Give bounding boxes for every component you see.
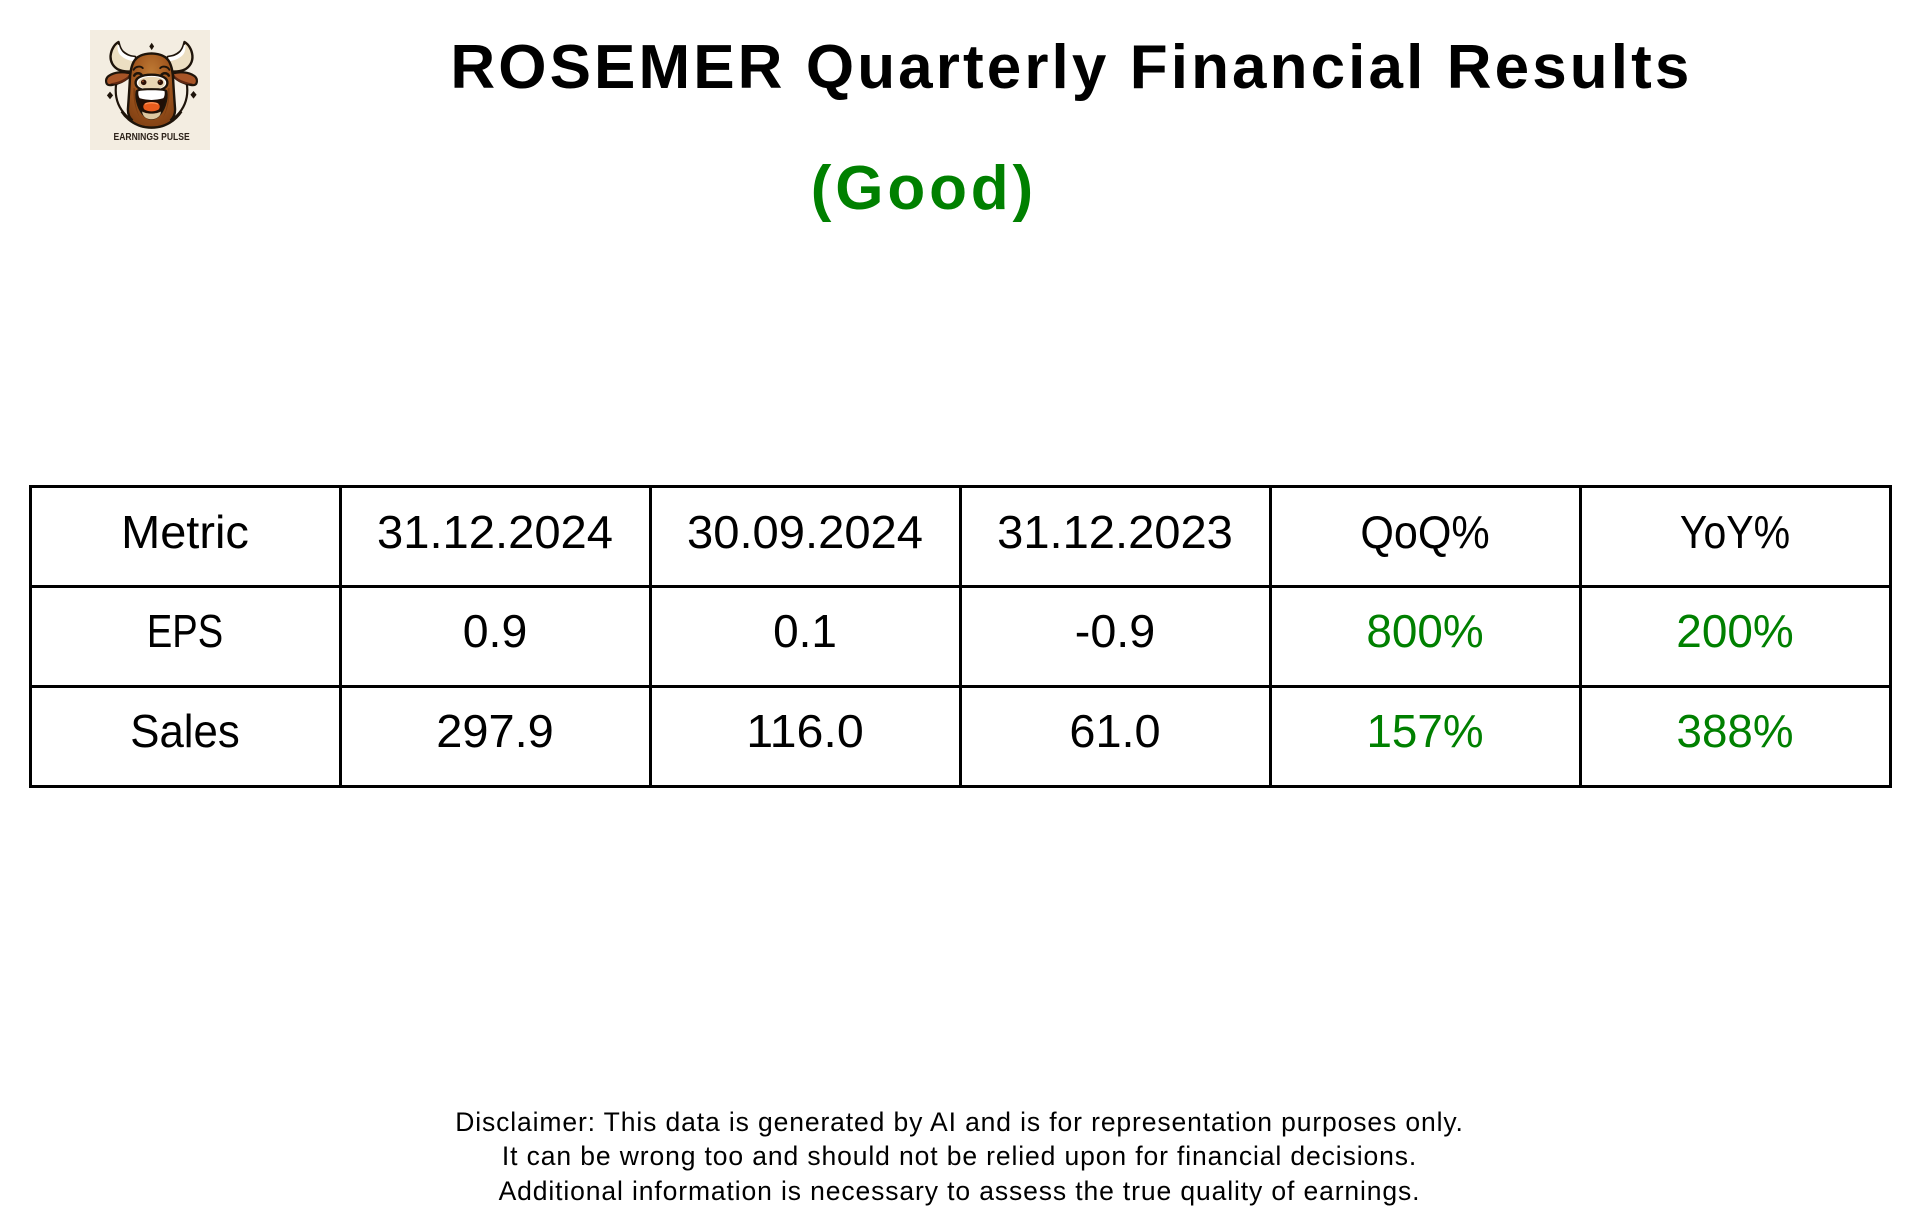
- svg-text:EARNINGS PULSE: EARNINGS PULSE: [114, 132, 190, 143]
